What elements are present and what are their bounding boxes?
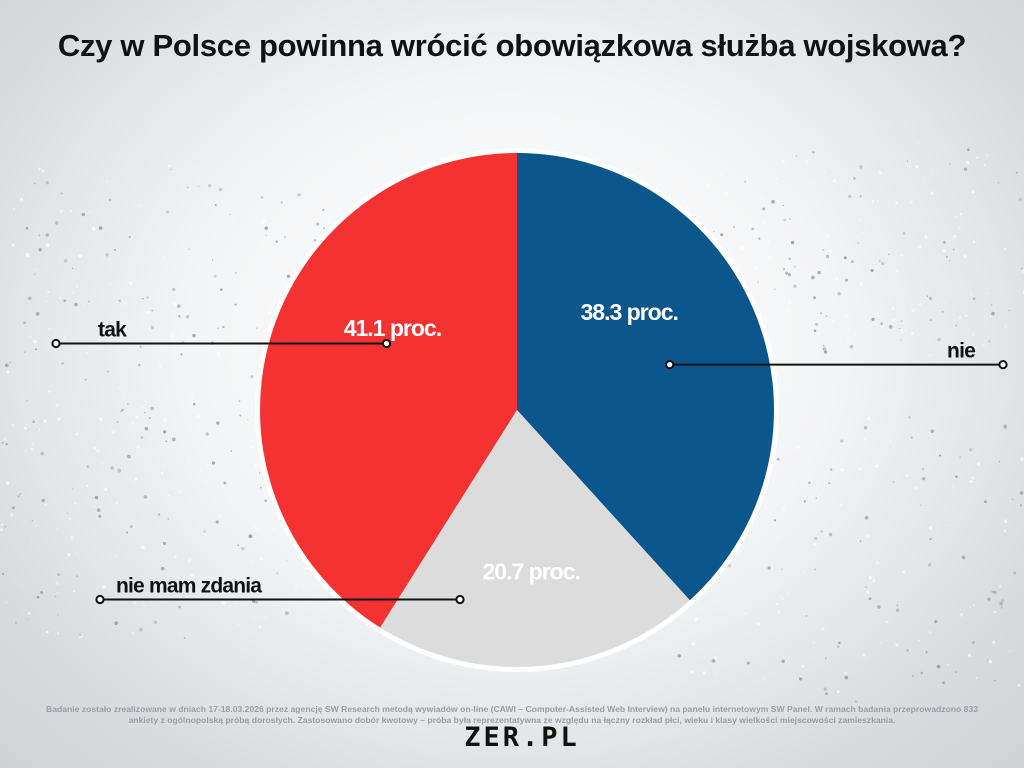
logo-text-left: ZER [464, 721, 522, 753]
category-label-nie: nie [947, 340, 975, 363]
survey-footnote: Badanie zostało zrealizowane w dniach 17… [45, 704, 979, 725]
callout-dot-tak-1 [51, 338, 61, 349]
slice-value-nie: 38.3 proc. [581, 299, 678, 325]
category-label-tak: tak [98, 319, 127, 342]
callout-dot-nie-mam-zdania-0 [455, 594, 465, 605]
pie-slice-tak [260, 153, 517, 628]
callout-dot-tak-0 [381, 338, 392, 349]
chart-title: Czy w Polsce powinna wrócić obowiązkowa … [57, 28, 967, 63]
logo-text-right: .PL [522, 721, 580, 753]
slice-value-nie-mam-zdania: 20.7 proc. [483, 558, 580, 584]
callout-dot-nie-0 [665, 360, 675, 370]
pie-slice-nie [517, 153, 774, 601]
callout-dot-nie-1 [998, 360, 1008, 370]
slice-value-tak: 41.1 proc. [344, 315, 441, 341]
zero-pl-logo: ZER .PL [432, 721, 612, 753]
callout-dot-nie-mam-zdania-1 [95, 594, 105, 605]
category-label-nie-mam-zdania: nie mam zdania [116, 575, 262, 598]
